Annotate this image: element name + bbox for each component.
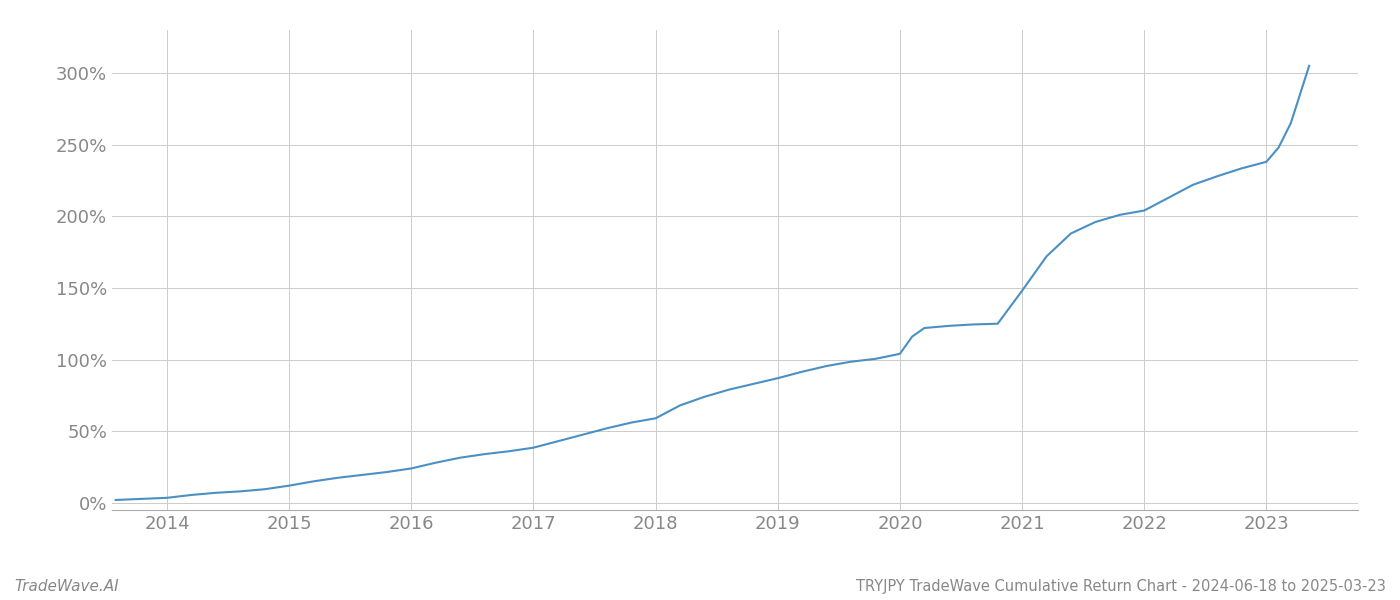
Text: TradeWave.AI: TradeWave.AI — [14, 579, 119, 594]
Text: TRYJPY TradeWave Cumulative Return Chart - 2024-06-18 to 2025-03-23: TRYJPY TradeWave Cumulative Return Chart… — [857, 579, 1386, 594]
